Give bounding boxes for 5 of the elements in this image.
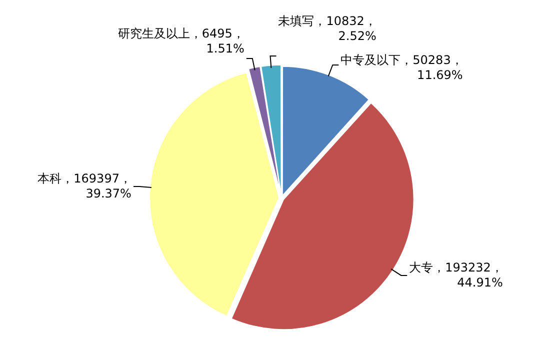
slice-label: 中专及以下，50283，11.69%: [340, 53, 463, 82]
slice-label: 本科，169397，39.37%: [38, 172, 132, 201]
slice-label: 研究生及以上，6495，1.51%: [118, 26, 244, 56]
slice-label: 大专，193232，44.91%: [409, 260, 503, 290]
slice-label: 未填写，10832，2.52%: [278, 14, 376, 44]
